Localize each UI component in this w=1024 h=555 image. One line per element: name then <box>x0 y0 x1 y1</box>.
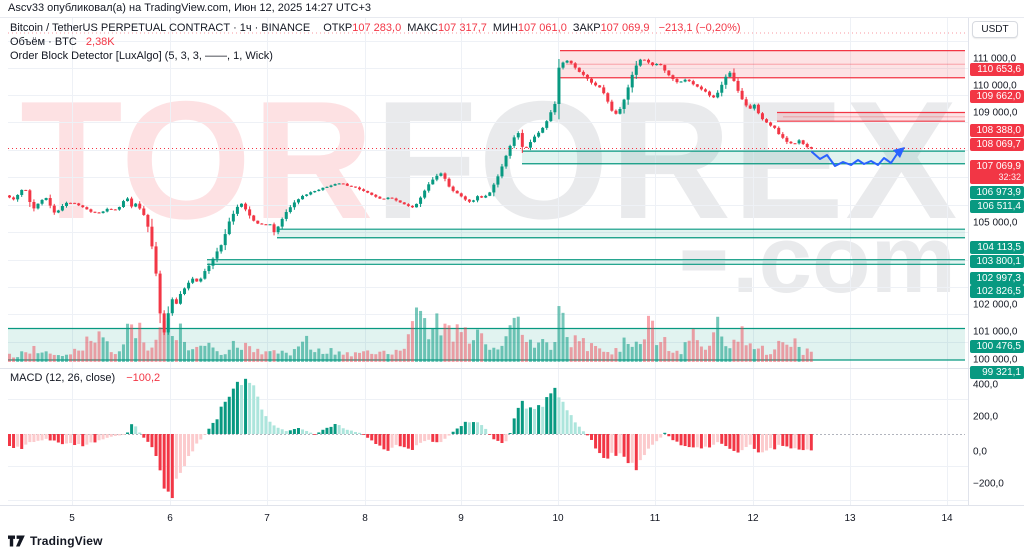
price-axis-tick: 111 000,0 <box>973 53 1017 65</box>
price-axis[interactable]: 111 000,0 110 000,0 109 000,0 105 000,0 102 … <box>968 18 1024 524</box>
currency-unit-button[interactable]: USDT <box>972 21 1018 38</box>
price-level-label: 108 388,0 <box>970 124 1024 137</box>
time-axis-tick: 14 <box>941 513 953 524</box>
ohlc-values: ОТКР107 283,0 МАКС107 317,7 МИН107 061,0 ЗА… <box>323 22 655 34</box>
time-axis-tick: 13 <box>844 513 856 524</box>
price-axis-tick: 0,0 <box>973 446 987 458</box>
symbol-legend-row[interactable]: Bitcoin / TetherUS PERPETUAL CONTRACT · 1ч… <box>10 21 741 35</box>
indicator-title: Order Block Detector [LuxAlgo] (5, 3, 3,… <box>10 50 273 62</box>
change-value: −213,1 (−0,20%) <box>658 22 741 34</box>
time-axis-tick: 9 <box>458 513 464 524</box>
price-level-label: 106 973,9 <box>970 186 1024 199</box>
time-axis-tick: 10 <box>552 513 564 524</box>
price-level-label: 108 069,7 <box>970 137 1024 151</box>
chart-stage: TORFOREX - .com Bitcoin / TetherUS PERPET… <box>0 18 1024 555</box>
symbol-title: Bitcoin / TetherUS PERPETUAL CONTRACT <box>10 22 231 34</box>
ohlc-item: ЗАКР107 069,9 <box>572 22 650 34</box>
price-axis-tick: 101 000,0 <box>973 326 1018 338</box>
macd-title: MACD (12, 26, close) <box>10 372 116 384</box>
time-axis-tick: 6 <box>167 513 173 524</box>
price-axis-tick: −200,0 <box>973 478 1004 490</box>
volume-label: Объём · BTC <box>10 36 77 48</box>
tradingview-attribution[interactable]: TradingView <box>8 534 103 548</box>
ohlc-item: МИН107 061,0 <box>492 22 567 34</box>
price-level-label: 109 662,0 <box>970 90 1024 103</box>
bar-countdown: 32:32 <box>998 172 1021 182</box>
ohlc-item: ОТКР107 283,0 <box>323 22 402 34</box>
price-level-label: 110 653,6 <box>970 63 1024 76</box>
time-axis-tick: 12 <box>747 513 759 524</box>
price-axis-tick: 109 000,0 <box>973 107 1018 119</box>
time-axis-tick: 5 <box>69 513 75 524</box>
price-axis-tick: 105 000,0 <box>973 217 1018 229</box>
time-axis[interactable]: 5 6 7 8 9 10 11 12 13 14 <box>0 505 1024 534</box>
volume-legend-row[interactable]: Объём · BTC 2,38K <box>10 35 741 49</box>
price-level-label: 102 826,5 <box>970 285 1024 298</box>
price-axis-tick: 200,0 <box>973 411 999 423</box>
publish-info-text: Ascv33 опубликовал(а) на TradingView.com… <box>8 2 372 14</box>
exchange-label: BINANCE <box>261 22 311 34</box>
time-axis-tick: 8 <box>362 513 368 524</box>
chart-legend: Bitcoin / TetherUS PERPETUAL CONTRACT · 1ч… <box>10 21 741 63</box>
tradingview-logo-text: TradingView <box>30 534 103 548</box>
indicator-legend-row[interactable]: Order Block Detector [LuxAlgo] (5, 3, 3,… <box>10 49 741 63</box>
price-level-label: 99 321,1 <box>970 366 1024 379</box>
macd-value: −100,2 <box>126 372 161 384</box>
price-level-label: 103 800,1 <box>970 254 1024 268</box>
price-axis-tick: 100 000,0 <box>973 354 1018 366</box>
volume-value: 2,38K <box>85 36 115 48</box>
price-level-label: 106 511,4 <box>970 199 1024 213</box>
macd-legend-row[interactable]: MACD (12, 26, close) −100,2 <box>10 372 160 384</box>
price-axis-tick: 110 000,0 <box>973 80 1017 92</box>
interval-label: 1ч <box>239 22 252 34</box>
separator-dot: · <box>233 22 237 34</box>
price-level-label: 102 997,3 <box>970 271 1024 285</box>
tradingview-logo-icon <box>8 535 25 547</box>
separator-dot: · <box>254 22 259 34</box>
publish-info-bar: Ascv33 опубликовал(а) на TradingView.com… <box>0 0 1024 18</box>
time-axis-tick: 11 <box>649 513 661 524</box>
time-axis-tick: 7 <box>264 513 270 524</box>
price-axis-tick: 400,0 <box>973 379 999 391</box>
price-level-label: 100 476,5 <box>970 340 1024 353</box>
ohlc-item: МАКС107 317,7 <box>407 22 487 34</box>
price-axis-tick: 102 000,0 <box>973 299 1018 311</box>
price-level-label: 107 069,9 32:32 <box>970 160 1024 184</box>
price-level-label: 104 113,5 <box>970 241 1024 254</box>
